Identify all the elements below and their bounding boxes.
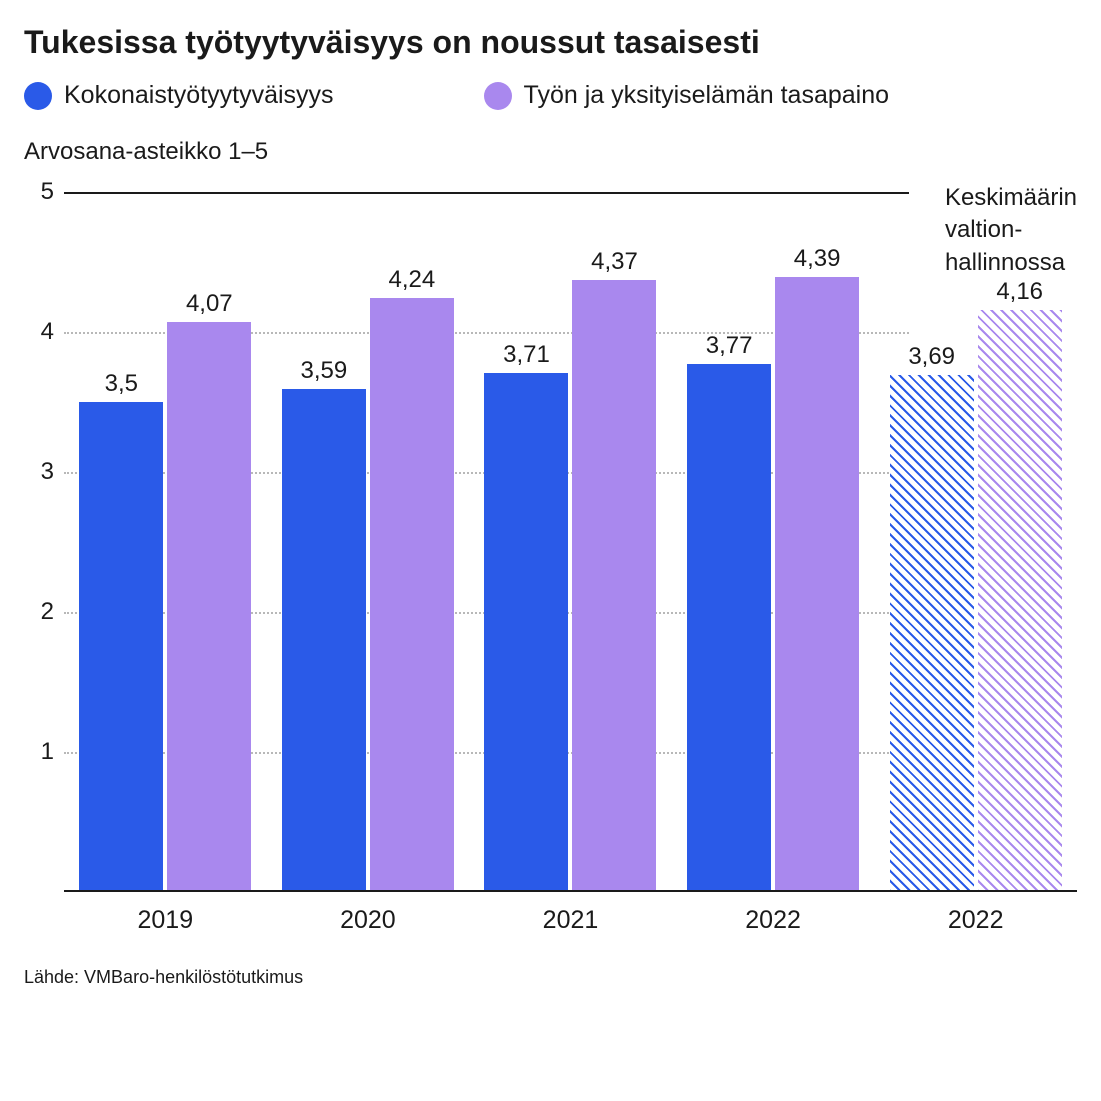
x-axis-label: 2019 [64,906,267,935]
y-axis-label: 4 [24,318,54,346]
bar: 4,37 [572,280,656,892]
bar: 4,16 [978,310,1062,892]
bar-value-label: 3,59 [301,357,348,385]
legend-item-series2: Työn ja yksityiselämän tasapaino [484,81,889,110]
bar: 3,5 [79,402,163,892]
bar: 4,39 [775,277,859,892]
bar-value-label: 3,5 [105,370,138,398]
bar-value-label: 3,69 [908,343,955,371]
x-axis-label: 2020 [267,906,470,935]
legend-item-series1: Kokonaistyötyytyväisyys [24,81,334,110]
bar-value-label: 3,71 [503,341,550,369]
x-axis-label: 2021 [469,906,672,935]
bar-group: 3,714,37 [469,280,672,892]
legend-label-series2: Työn ja yksityiselämän tasapaino [524,81,889,110]
legend: Kokonaistyötyytyväisyys Työn ja yksityis… [24,81,1077,110]
bar-value-label: 4,37 [591,248,638,276]
legend-swatch-series1 [24,82,52,110]
x-axis-label: 2022 [874,906,1077,935]
bar-value-label: 4,07 [186,290,233,318]
bar-value-label: 3,77 [706,332,753,360]
y-axis-label: 3 [24,458,54,486]
x-axis-label: 2022 [672,906,875,935]
bar-value-label: 4,16 [996,278,1043,306]
bar-value-label: 4,24 [389,266,436,294]
y-axis-label: 5 [24,178,54,206]
chart-subtitle: Arvosana-asteikko 1–5 [24,138,1077,166]
bar-group: 3,774,39 [672,277,875,892]
annotation-avg-govt: Keskimäärinvaltion-hallinnossa [945,182,1077,279]
bar: 3,59 [282,389,366,892]
bar-group: 3,54,07 [64,322,267,892]
bar: 4,07 [167,322,251,892]
source-text: Lähde: VMBaro-henkilöstötutkimus [24,967,1077,988]
bar: 3,69 [890,375,974,892]
bar: 3,71 [484,373,568,892]
chart: 12345 3,54,073,594,243,714,373,774,393,6… [24,192,1077,935]
x-axis-labels: 20192020202120222022 [64,906,1077,935]
legend-swatch-series2 [484,82,512,110]
bar: 3,77 [687,364,771,892]
chart-title: Tukesissa työtyytyväisyys on noussut tas… [24,24,1077,61]
bar-group: 3,694,16 [874,310,1077,892]
bar-value-label: 4,39 [794,245,841,273]
y-axis-label: 1 [24,738,54,766]
x-axis-line [64,890,1077,892]
bar-group: 3,594,24 [267,298,470,892]
bar: 4,24 [370,298,454,892]
legend-label-series1: Kokonaistyötyytyväisyys [64,81,334,110]
y-axis-label: 2 [24,598,54,626]
